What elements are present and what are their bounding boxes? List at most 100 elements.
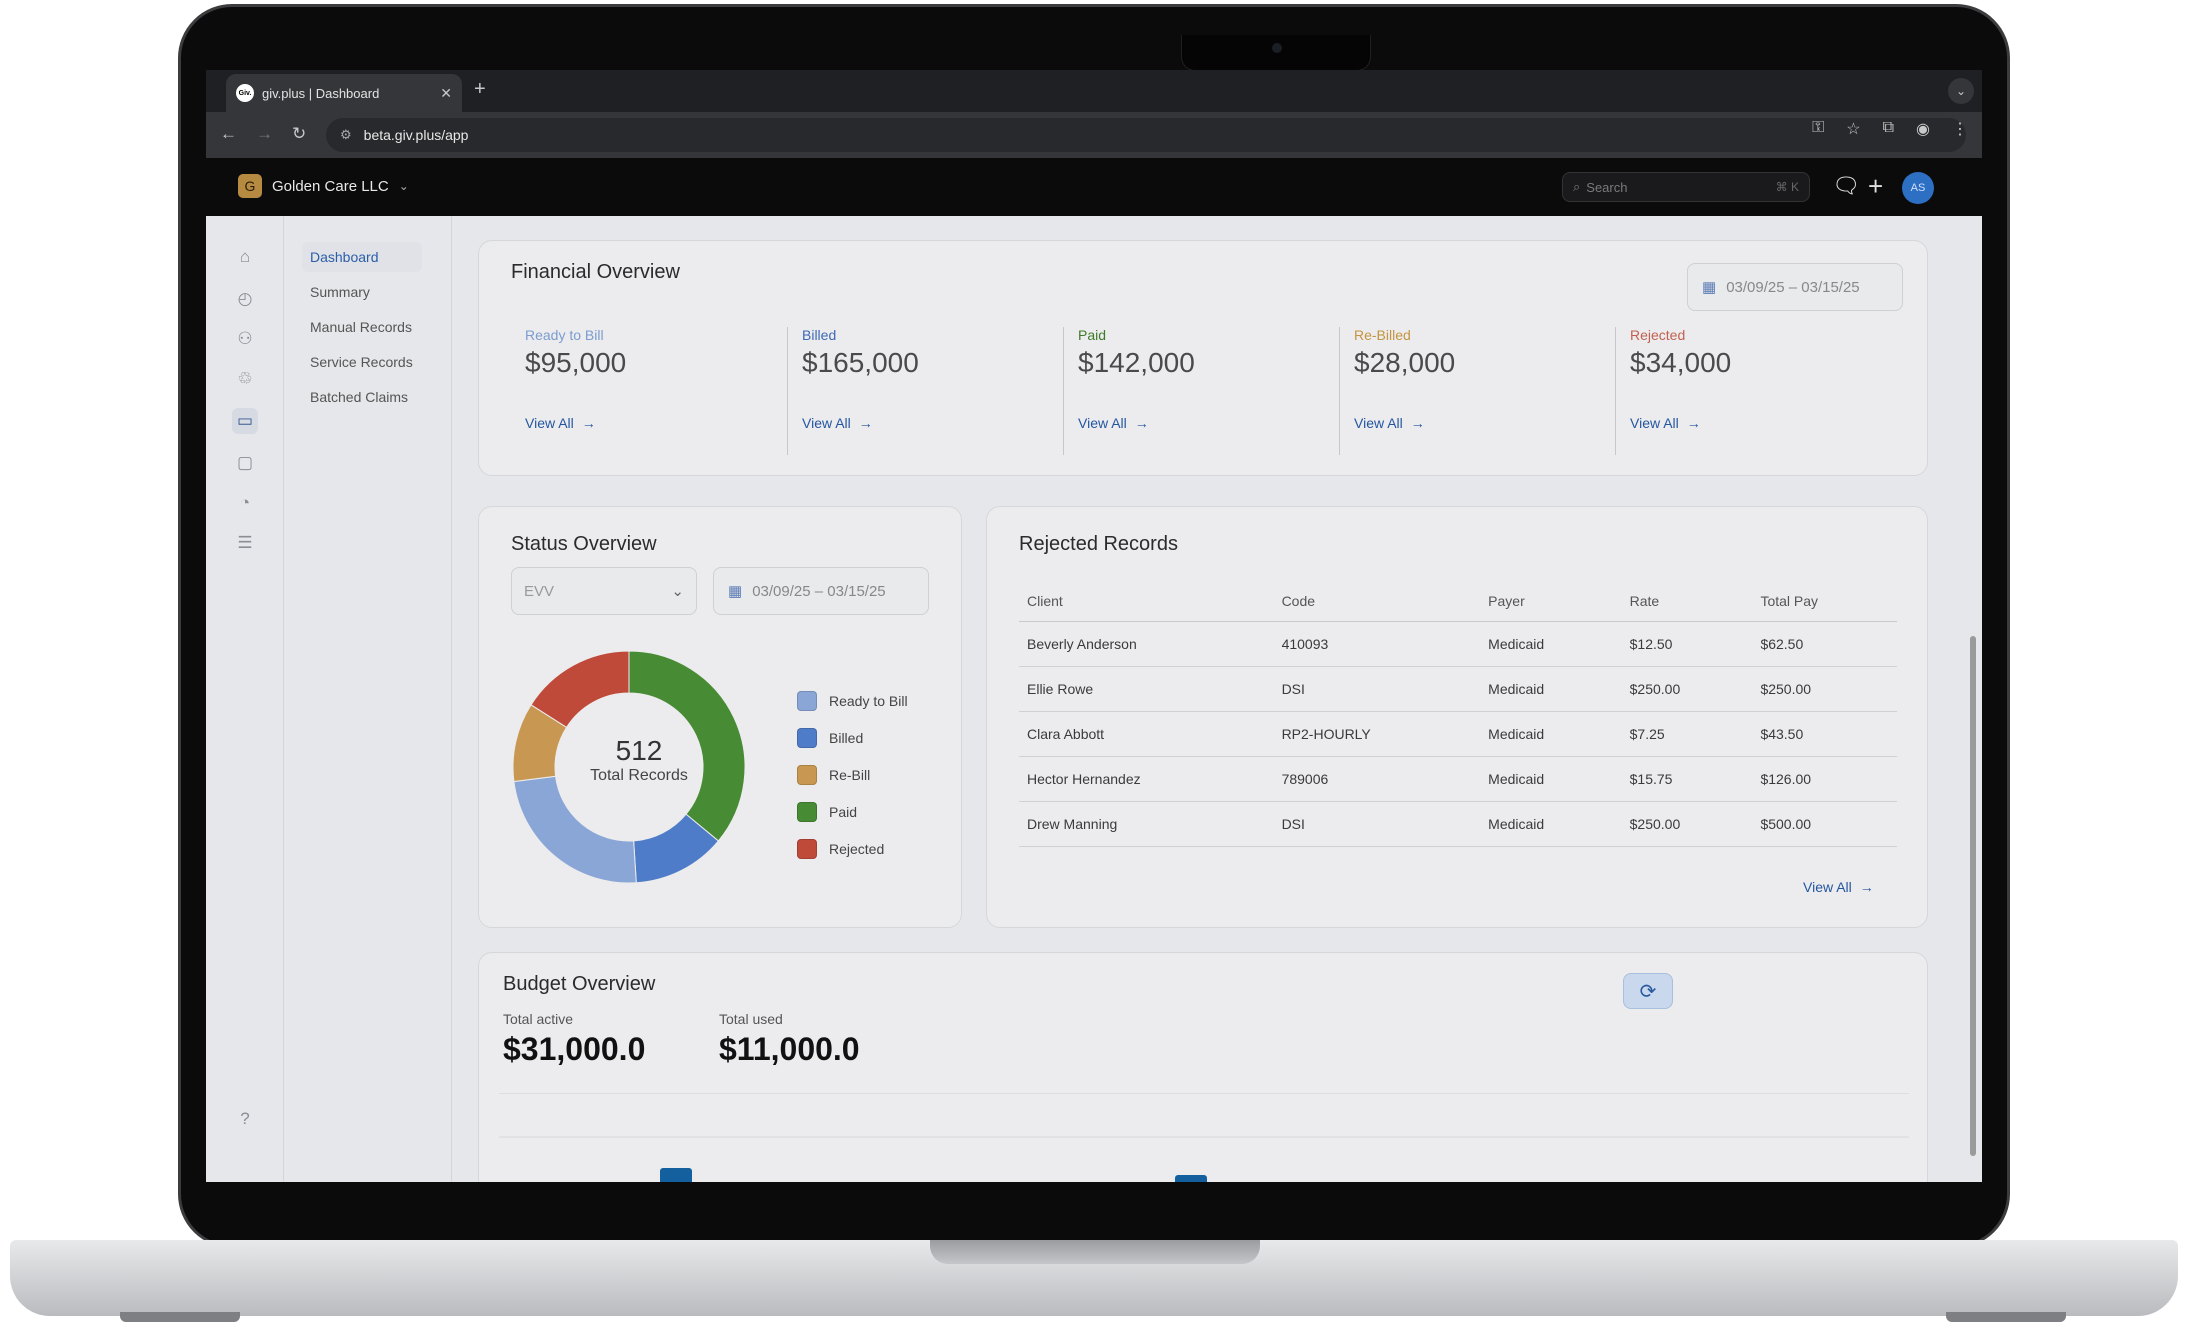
arrow-right-icon: → <box>1859 879 1874 895</box>
arrow-right-icon: → <box>858 415 873 431</box>
view-all-rejected-link[interactable]: View All → <box>1803 879 1874 895</box>
fin-col-paid: Paid $142,000 View All → <box>1063 327 1339 455</box>
profile-icon[interactable]: ◉ <box>1916 121 1930 138</box>
table-cell: Medicaid <box>1480 756 1622 802</box>
camera-icon <box>1272 43 1282 53</box>
table-row[interactable]: Drew Manning DSI Medicaid $250.00 $500.00 <box>1019 801 1897 847</box>
view-all-link[interactable]: View All → <box>1354 415 1425 431</box>
table-cell: Medicaid <box>1480 666 1622 712</box>
help-icon[interactable]: ? <box>240 1109 250 1128</box>
menu-kebab-icon[interactable]: ⋮ <box>1952 121 1968 138</box>
donut-segment-rejected[interactable] <box>530 650 630 729</box>
fin-label: Ready to Bill <box>525 327 604 343</box>
favicon-icon: Giv. <box>236 84 254 102</box>
screen: Giv. giv.plus | Dashboard ✕ + ⌄ ← → ↻ ⚙ … <box>206 70 1982 1182</box>
view-all-link[interactable]: View All → <box>802 415 873 431</box>
bookmark-star-icon[interactable]: ☆ <box>1846 121 1861 138</box>
budget-bar[interactable] <box>1175 1174 1207 1182</box>
table-cell: $7.25 <box>1621 711 1753 757</box>
table-cell: DSI <box>1273 801 1481 847</box>
fin-label: Paid <box>1078 327 1107 343</box>
avatar[interactable]: AS <box>1902 172 1934 204</box>
legend-item[interactable]: Re-Bill <box>797 765 870 785</box>
laptop-foot-left <box>120 1312 240 1322</box>
legend-item[interactable]: Ready to Bill <box>797 691 908 711</box>
table-cell: Drew Manning <box>1019 801 1274 847</box>
laptop-foot-right <box>1946 1312 2066 1322</box>
search-input[interactable]: ⌕ Search ⌘ K <box>1562 172 1810 202</box>
messages-icon[interactable]: 🗨︎ <box>1832 173 1860 198</box>
legend-item[interactable]: Paid <box>797 802 857 822</box>
browser-tab[interactable]: Giv. giv.plus | Dashboard ✕ <box>226 74 462 112</box>
billing-card-icon[interactable]: ▭ <box>232 408 258 434</box>
subnav-item-manual-records[interactable]: Manual Records <box>310 319 412 335</box>
financial-date-range[interactable]: ▦ 03/09/25 – 03/15/25 <box>1687 263 1903 311</box>
subnav-item-dashboard[interactable]: Dashboard <box>302 242 422 272</box>
view-all-link[interactable]: View All → <box>1630 415 1701 431</box>
view-all-link[interactable]: View All → <box>1078 415 1149 431</box>
financial-overview-card: Financial Overview ▦ 03/09/25 – 03/15/25… <box>478 240 1928 476</box>
extensions-icon[interactable]: ⧉ <box>1882 119 1895 136</box>
donut-segment-paid[interactable] <box>628 650 746 842</box>
site-settings-icon[interactable]: ⚙ <box>340 127 352 142</box>
subnav-item-summary[interactable]: Summary <box>310 284 370 300</box>
legend-label: Ready to Bill <box>829 693 908 709</box>
budget-bar[interactable] <box>660 1168 692 1182</box>
page-scrollbar[interactable] <box>1970 636 1976 1156</box>
fin-label: Billed <box>802 327 837 343</box>
table-cell: RP2-HOURLY <box>1273 711 1481 757</box>
total-used-label: Total used <box>719 1011 783 1027</box>
column-header[interactable]: Total Pay <box>1752 581 1897 622</box>
reload-icon[interactable]: ↻ <box>292 124 307 143</box>
clock-search-icon[interactable]: ◴ <box>237 289 253 308</box>
chevron-down-icon: ⌄ <box>398 179 409 193</box>
browser-actions: ⚿ ☆ ⧉ ◉ ⋮ <box>1812 119 1968 139</box>
address-bar[interactable]: ⚙ beta.giv.plus/app <box>326 118 1966 152</box>
column-header[interactable]: Payer <box>1480 581 1622 622</box>
table-row[interactable]: Clara Abbott RP2-HOURLY Medicaid $7.25 $43.5… <box>1019 711 1897 757</box>
legend-swatch <box>797 691 817 711</box>
home-icon[interactable]: ⌂ <box>239 247 251 266</box>
fin-value: $28,000 <box>1354 347 1456 378</box>
chat-icon[interactable]: ▢ <box>236 453 254 472</box>
back-arrow-icon[interactable]: ← <box>220 124 237 143</box>
table-cell: Medicaid <box>1480 621 1622 667</box>
subnav-item-service-records[interactable]: Service Records <box>310 354 413 370</box>
tab-search-chevron-icon[interactable]: ⌄ <box>1948 78 1974 104</box>
column-header[interactable]: Rate <box>1621 581 1753 622</box>
table-row[interactable]: Hector Hernandez 789006 Medicaid $15.75 $126… <box>1019 756 1897 802</box>
legend-item[interactable]: Billed <box>797 728 863 748</box>
url-text: beta.giv.plus/app <box>363 127 469 143</box>
close-tab-icon[interactable]: ✕ <box>440 84 452 101</box>
users-icon[interactable]: ⚇ <box>237 329 253 348</box>
status-date-range[interactable]: ▦ 03/09/25 – 03/15/25 <box>713 567 929 615</box>
table-row[interactable]: Beverly Anderson 410093 Medicaid $12.50 $62.… <box>1019 621 1897 667</box>
password-key-icon[interactable]: ⚿ <box>1812 119 1825 136</box>
view-all-link[interactable]: View All → <box>525 415 596 431</box>
search-icon: ⌕ <box>1573 179 1581 194</box>
rejected-records-table: Client Code Payer Rate Total Pay Beverly And… <box>1019 581 1897 847</box>
forward-arrow-icon[interactable]: → <box>256 124 273 143</box>
table-row[interactable]: Ellie Rowe DSI Medicaid $250.00 $250.00 <box>1019 666 1897 712</box>
table-cell: $15.75 <box>1621 756 1753 802</box>
select-value: EVV <box>524 582 555 600</box>
status-type-select[interactable]: EVV ⌄ <box>511 567 697 615</box>
caregiving-icon[interactable]: ♲ <box>237 369 253 388</box>
legend-swatch <box>797 765 817 785</box>
add-icon[interactable]: + <box>1868 171 1884 201</box>
table-cell: 789006 <box>1273 756 1481 802</box>
org-switcher[interactable]: G Golden Care LLC ⌄ <box>238 174 409 198</box>
notes-icon[interactable]: ☰ <box>237 533 253 552</box>
column-header[interactable]: Code <box>1273 581 1481 622</box>
new-tab-icon[interactable]: + <box>474 78 486 100</box>
refresh-button[interactable]: ⟳ <box>1623 973 1673 1009</box>
column-header[interactable]: Client <box>1019 581 1274 622</box>
reports-pie-icon[interactable]: ◔ <box>239 493 251 512</box>
refresh-icon: ⟳ <box>1639 980 1657 1003</box>
billing-subnav: Dashboard Summary Manual Records Service… <box>284 216 452 1182</box>
subnav-item-batched-claims[interactable]: Batched Claims <box>310 389 409 405</box>
fin-col-re-billed: Re-Billed $28,000 View All → <box>1339 327 1615 455</box>
arrow-right-icon: → <box>1410 415 1425 431</box>
legend-item[interactable]: Rejected <box>797 839 884 859</box>
donut-segment-ready-to-bill[interactable] <box>513 775 637 884</box>
